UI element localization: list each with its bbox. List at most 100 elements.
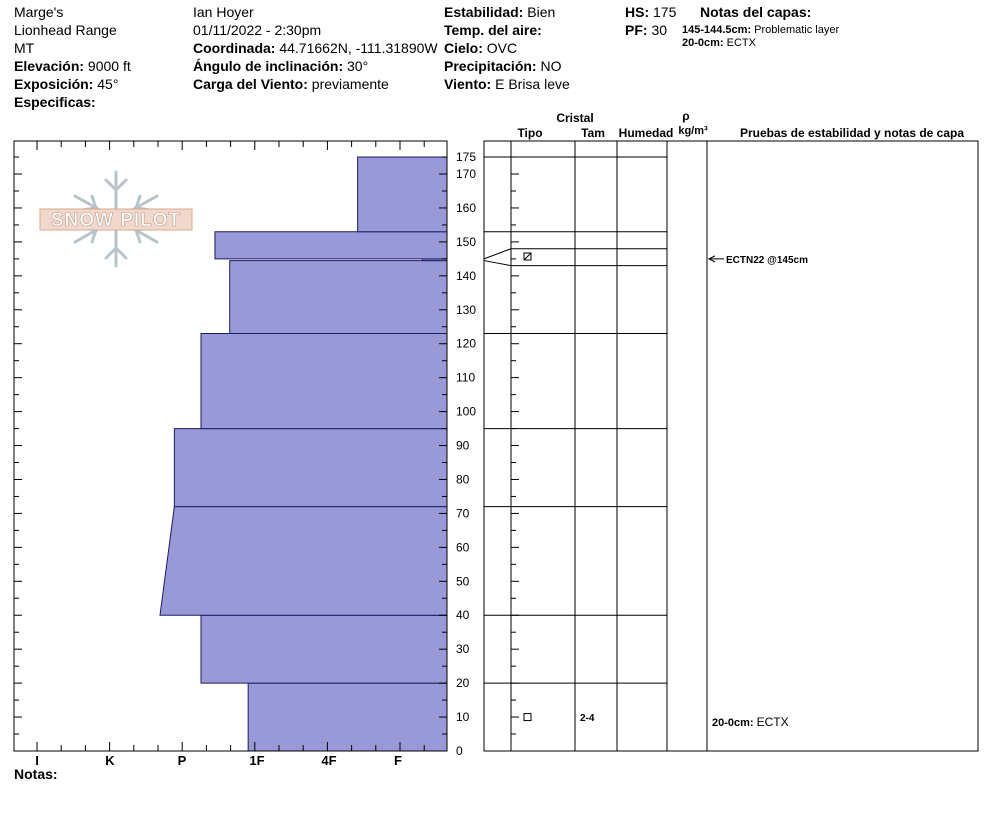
foot-penetration-value: 30	[651, 22, 668, 38]
wind-value: E Brisa leve	[495, 76, 570, 92]
sky-label: Cielo:	[444, 40, 483, 56]
layer-notes-label: Notas del capas:	[700, 4, 812, 20]
aspect-label: Exposición:	[14, 76, 94, 92]
specifics-label: Especificas:	[14, 94, 96, 110]
hardness-axis-label: K	[105, 753, 115, 768]
wind-loading-label: Carga del Viento:	[193, 76, 308, 92]
depth-tick-label: 60	[456, 540, 470, 554]
col-density-symbol: ρ	[682, 109, 689, 123]
depth-tick-label: 30	[456, 642, 470, 656]
depth-tick-label: 170	[456, 167, 476, 181]
test-pointer-arrowhead	[707, 255, 716, 263]
crystal-type-icon	[523, 252, 532, 261]
hardness-layer	[159, 506, 448, 616]
coordinates: Coordinada: 44.71662N, -111.31890W	[193, 39, 438, 57]
sky-value: OVC	[486, 40, 518, 56]
depth-tick-label: 80	[456, 472, 470, 486]
layer-comment-text: ECTX	[757, 715, 789, 729]
col-moisture: Humedad	[619, 126, 674, 140]
aspect: Exposición: 45°	[14, 75, 118, 93]
layer-note: 20-0cm: ECTX	[682, 37, 756, 50]
depth-tick-label: 150	[456, 235, 476, 249]
aspect-value: 45°	[97, 76, 119, 92]
precipitation-label: Precipitación:	[444, 58, 537, 74]
col-crystal: Cristal	[556, 111, 593, 125]
layer-boundary	[483, 260, 667, 267]
hardness-axis-label: F	[394, 753, 402, 768]
slope-angle-value: 30°	[347, 58, 369, 74]
slope-angle-label: Ángulo de inclinación:	[193, 58, 344, 74]
depth-tick-label: 40	[456, 608, 470, 622]
hardness-layer	[229, 260, 448, 335]
stability: Estabilidad: Bien	[444, 3, 555, 21]
col-tests: Pruebas de estabilidad y notas de capa	[740, 126, 964, 140]
logo-text: SNOW PILOT	[51, 210, 181, 231]
depth-tick-label: 130	[456, 303, 476, 317]
precipitation: Precipitación: NO	[444, 57, 561, 75]
snow-height-label: HS:	[625, 4, 650, 20]
location-name: Marge's	[14, 4, 64, 20]
stability-value: Bien	[527, 4, 556, 20]
foot-penetration-label: PF:	[625, 22, 648, 38]
precipitation-value: NO	[540, 58, 562, 74]
slope-angle: Ángulo de inclinación: 30°	[193, 57, 368, 75]
depth-tick-label: 120	[456, 337, 476, 351]
notes-label: Notas:	[14, 766, 58, 782]
crystal-size: 2-4	[580, 713, 595, 724]
hardness-layer	[357, 156, 448, 233]
range-name: Lionhead Range	[14, 22, 117, 38]
hardness-layer	[200, 614, 448, 684]
wind-loading: Carga del Viento: previamente	[193, 75, 389, 93]
observation-datetime: 01/11/2022 - 2:30pm	[193, 22, 322, 38]
elevation: Elevación: 9000 ft	[14, 57, 131, 75]
depth-tick-label: 160	[456, 201, 476, 215]
layer-boundary	[483, 248, 667, 260]
elevation-value: 9000 ft	[87, 58, 131, 74]
col-type: Tipo	[517, 126, 542, 140]
depth-tick-label: 140	[456, 269, 476, 283]
snow-height-value: 175	[653, 4, 677, 20]
layer-note-range: 20-0cm:	[682, 37, 724, 49]
layer-comment-range: 20-0cm:	[712, 717, 757, 729]
hardness-layer	[247, 682, 448, 752]
depth-tick-label: 70	[456, 506, 470, 520]
wind: Viento: E Brisa leve	[444, 75, 570, 93]
hardness-layer	[214, 231, 448, 260]
snow-height: HS: 175	[625, 3, 676, 21]
sky: Cielo: OVC	[444, 39, 517, 57]
stability-test-result: ECTN22 @145cm	[726, 255, 808, 266]
crystal-type-icon	[523, 713, 532, 722]
hardness-axis-label: 4F	[321, 753, 336, 768]
depth-tick-label: 175	[456, 150, 476, 164]
hardness-axis-label: P	[178, 753, 187, 768]
depth-tick-label: 50	[456, 574, 470, 588]
logo-banner	[39, 208, 193, 231]
layer-note-range: 145-144.5cm:	[682, 24, 752, 36]
stability-label: Estabilidad:	[444, 4, 524, 20]
elevation-label: Elevación:	[14, 58, 85, 74]
layer-note: 145-144.5cm: Problematic layer	[682, 24, 839, 37]
depth-tick-label: 10	[456, 710, 470, 724]
layer-comment: 20-0cm: ECTX	[712, 715, 789, 729]
layer-table-frame	[483, 140, 979, 752]
wind-label: Viento:	[444, 76, 492, 92]
depth-tick-label: 20	[456, 676, 470, 690]
crystal-type-icon-slash	[523, 252, 532, 261]
air-temp-label: Temp. del aire:	[444, 22, 542, 38]
hardness-axis-label: I	[35, 753, 39, 768]
layer-note-text: Problematic layer	[754, 24, 840, 36]
foot-penetration: PF: 30	[625, 21, 667, 39]
column-headers: Cristal Tipo Tam Humedad ρ kg/m³ Pruebas…	[517, 109, 964, 140]
wind-loading-value: previamente	[311, 76, 389, 92]
depth-tick-label: 100	[456, 405, 476, 419]
observer-name: Ian Hoyer	[193, 4, 254, 20]
hardness-layer	[173, 428, 448, 508]
depth-tick-label: 0	[456, 744, 463, 758]
depth-tick-label: 110	[456, 371, 475, 385]
air-temp: Temp. del aire:	[444, 21, 542, 39]
layer-note-text: ECTX	[726, 37, 756, 49]
hardness-axis-label: 1F	[249, 753, 264, 768]
depth-tick-label: 90	[456, 439, 470, 453]
hardness-layer	[200, 333, 448, 430]
